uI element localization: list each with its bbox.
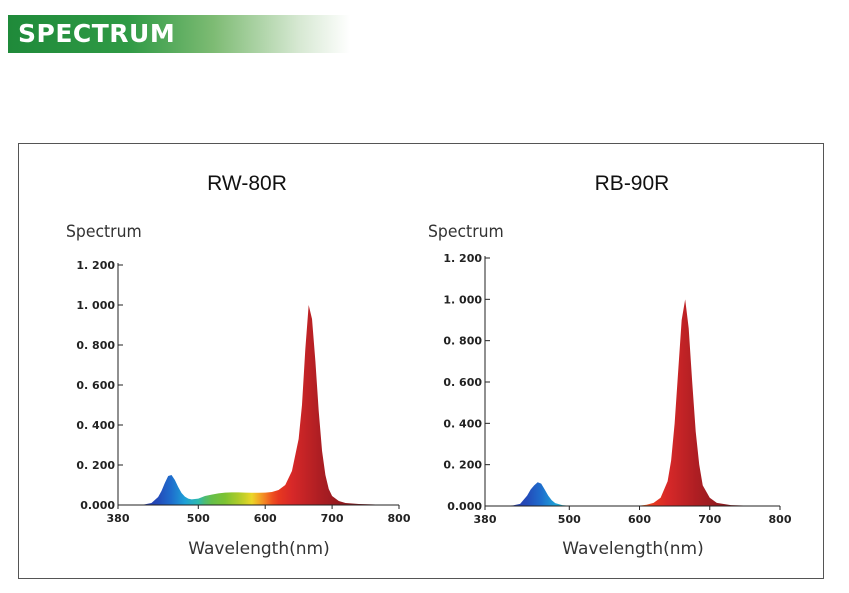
x-tick-label: 700 [698, 513, 721, 526]
y-tick-label: 0. 600 [76, 379, 115, 392]
page-title: SPECTRUM [18, 19, 176, 48]
x-tick-label: 600 [254, 512, 277, 525]
spectrum-series-area [118, 305, 399, 505]
header-banner: SPECTRUM [8, 15, 350, 53]
y-tick-label: 0. 200 [443, 459, 482, 472]
spectrum-series-area [485, 299, 780, 506]
y-axis-label: Spectrum [428, 221, 504, 241]
y-axis-label: Spectrum [66, 221, 142, 241]
x-tick-label: 600 [628, 513, 651, 526]
chart-2: RB-90R Spectrum Wavelength(nm) 0.000 0. 200 0… [428, 172, 792, 559]
y-tick-label: 1. 000 [76, 299, 115, 312]
y-tick-label: 1. 000 [443, 293, 482, 306]
x-tick-label: 380 [474, 513, 497, 526]
y-tick-label: 0. 400 [76, 419, 115, 432]
y-tick-label: 0. 400 [443, 417, 482, 430]
x-tick-label: 800 [769, 513, 792, 526]
x-tick-label: 700 [321, 512, 344, 525]
x-axis-label: Wavelength(nm) [562, 539, 703, 559]
y-tick-label: 0. 600 [443, 376, 482, 389]
y-tick-label: 1. 200 [76, 259, 115, 272]
x-axis-label: Wavelength(nm) [188, 539, 329, 559]
y-tick-label: 1. 200 [443, 252, 482, 265]
x-tick-label: 800 [388, 512, 411, 525]
y-tick-label: 0. 800 [443, 335, 482, 348]
x-tick-label: 500 [558, 513, 581, 526]
x-tick-label: 380 [107, 512, 130, 525]
chart-1: RW-80R Spectrum Wavelength(nm) 0.000 0. 200 0… [66, 172, 411, 559]
y-tick-label: 0.000 [447, 500, 482, 513]
chart-title: RW-80R [207, 172, 287, 195]
y-tick-label: 0. 200 [76, 459, 115, 472]
y-tick-label: 0. 800 [76, 339, 115, 352]
chart-title: RB-90R [595, 172, 670, 195]
x-tick-label: 500 [187, 512, 210, 525]
y-tick-label: 0.000 [80, 499, 115, 512]
chart-frame [18, 143, 824, 579]
